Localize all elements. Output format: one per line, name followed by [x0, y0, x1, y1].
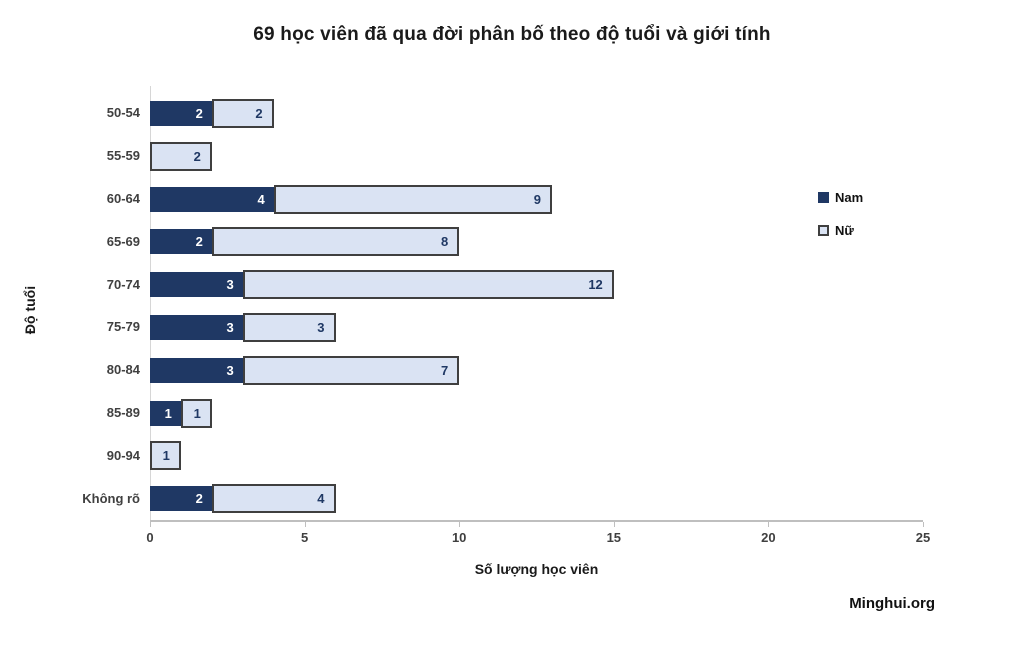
bar-segment-nữ: 2 [150, 141, 212, 171]
bar-segment-nữ: 8 [211, 227, 460, 257]
category-label: Không rõ [82, 490, 140, 506]
nam-series-swatch-icon [818, 192, 829, 203]
y-axis-line [150, 86, 151, 520]
bar-segment-nữ: 3 [242, 312, 336, 342]
bar-value-label: 1 [193, 405, 201, 421]
x-axis-tick-label: 20 [761, 530, 776, 545]
x-axis-tick-label: 25 [915, 530, 931, 545]
category-label: 75-79 [106, 319, 140, 335]
bar-value-label: 3 [317, 319, 325, 335]
bar-value-label: 2 [255, 105, 263, 121]
bar-segment-nam: 3 [150, 314, 243, 340]
legend-label-nu: Nữ [835, 223, 854, 238]
bar-segment-nam: 1 [150, 400, 181, 426]
x-axis-tick [923, 522, 924, 527]
bar-segment-nam: 4 [150, 186, 274, 212]
x-axis-tick [613, 522, 615, 527]
bar-value-label: 12 [588, 277, 603, 293]
bar-segment-nam: 3 [150, 272, 243, 298]
bar-segment-nam: 2 [150, 486, 212, 512]
bar-segment-nữ: 1 [150, 441, 181, 471]
bar-segment-nữ: 4 [211, 484, 336, 514]
category-label: 85-89 [106, 405, 140, 420]
bar-value-label: 9 [533, 191, 541, 207]
bar-segment-nam: 2 [150, 100, 212, 126]
category-label: 60-64 [106, 191, 140, 206]
x-axis-tick-label: 5 [300, 530, 309, 545]
bar-value-label: 2 [195, 105, 203, 121]
bar-segment-nữ: 12 [242, 270, 614, 300]
bar-segment-nữ: 7 [242, 355, 460, 385]
bar-segment-nam: 3 [150, 357, 243, 383]
x-axis-line [150, 520, 923, 522]
category-label: 70-74 [106, 276, 140, 292]
bar-value-label: 3 [226, 277, 234, 293]
x-axis-tick [768, 522, 770, 527]
category-label: 90-94 [106, 447, 140, 463]
watermark: Minghui.org [849, 595, 935, 612]
category-label: 80-84 [106, 362, 140, 378]
bar-segment-nữ: 1 [180, 398, 212, 428]
category-label: 65-69 [106, 233, 140, 249]
legend-item-nu: Nữ [818, 223, 863, 238]
x-axis-tick [304, 522, 306, 527]
bar-value-label: 8 [440, 234, 449, 250]
bar-value-label: 2 [193, 148, 201, 164]
x-axis-tick [459, 522, 461, 527]
bar-value-label: 4 [257, 191, 265, 207]
bar-value-label: 2 [195, 491, 203, 507]
bar-value-label: 7 [440, 362, 449, 378]
category-label: 50-54 [106, 105, 140, 121]
x-axis-tick-label: 0 [146, 530, 154, 545]
bar-value-label: 4 [317, 491, 325, 507]
nu-series-swatch-icon [818, 225, 829, 236]
bar-segment-nam: 2 [150, 229, 212, 255]
chart-title: 69 học viên đã qua đời phân bố theo độ t… [253, 24, 771, 45]
bar-value-label: 3 [226, 319, 234, 335]
bar-value-label: 1 [164, 405, 172, 421]
bar-value-label: 1 [162, 448, 170, 464]
x-axis-tick-label: 15 [606, 530, 622, 545]
bar-segment-nữ: 2 [211, 98, 274, 128]
bar-value-label: 2 [195, 234, 203, 250]
category-label: 55-59 [106, 148, 140, 164]
legend-item-nam: Nam [818, 190, 863, 205]
x-axis-title: Số lượng học viên [474, 561, 599, 577]
legend: Nam Nữ [818, 190, 863, 256]
legend-label-nam: Nam [835, 190, 864, 205]
bar-value-label: 3 [226, 362, 234, 378]
bar-segment-nữ: 9 [273, 184, 552, 214]
x-axis-tick-label: 10 [451, 530, 467, 545]
x-axis-tick [150, 522, 151, 527]
